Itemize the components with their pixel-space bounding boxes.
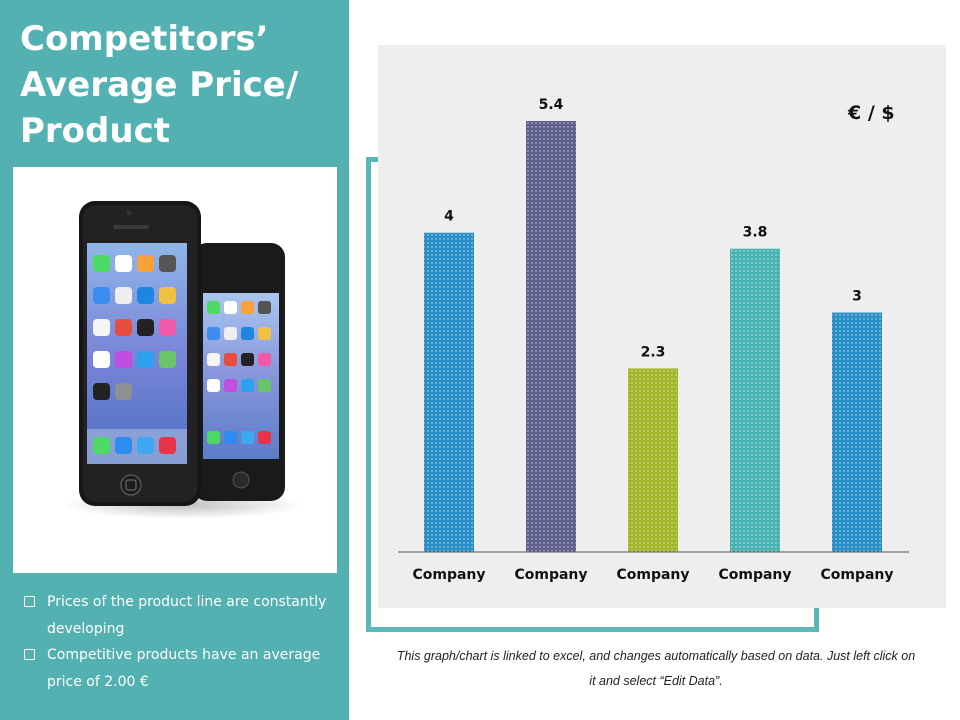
category-label: Company <box>514 567 587 583</box>
unit-label: € / $ <box>848 102 895 124</box>
bar-chart[interactable]: 4 Company 5.4 Company 2.3 Company 3.8 Company 3 C… <box>378 45 946 608</box>
checkbox-bullet-icon <box>24 649 35 660</box>
footnote: This graph/chart is linked to excel, and… <box>396 649 916 688</box>
bullet-item: Prices of the product line are constantl… <box>24 589 346 642</box>
category-label: Company <box>718 567 791 583</box>
bar-texture <box>832 312 882 552</box>
bar-texture <box>730 248 780 552</box>
bullet-item: Competitive products have an average pri… <box>24 642 346 695</box>
checkbox-bullet-icon <box>24 596 35 607</box>
bar-texture <box>628 368 678 552</box>
data-label: 3.8 <box>743 225 768 241</box>
bullet-text: Competitive products have an average pri… <box>47 647 321 690</box>
category-label: Company <box>412 567 485 583</box>
category-label: Company <box>820 567 893 583</box>
bar-texture <box>526 121 576 552</box>
data-label: 5.4 <box>539 97 564 113</box>
slide-title: Competitors’ Average Price/ Product <box>20 19 299 151</box>
data-label: 3 <box>852 289 862 305</box>
left-panel: Competitors’ Average Price/ Product <box>0 0 349 720</box>
product-photo <box>13 167 337 573</box>
category-label: Company <box>616 567 689 583</box>
data-label: 4 <box>444 209 454 225</box>
data-label: 2.3 <box>641 344 666 360</box>
bullet-text: Prices of the product line are constantl… <box>47 594 327 637</box>
bullet-list: Prices of the product line are constantl… <box>24 589 346 695</box>
bar-texture <box>424 232 474 553</box>
